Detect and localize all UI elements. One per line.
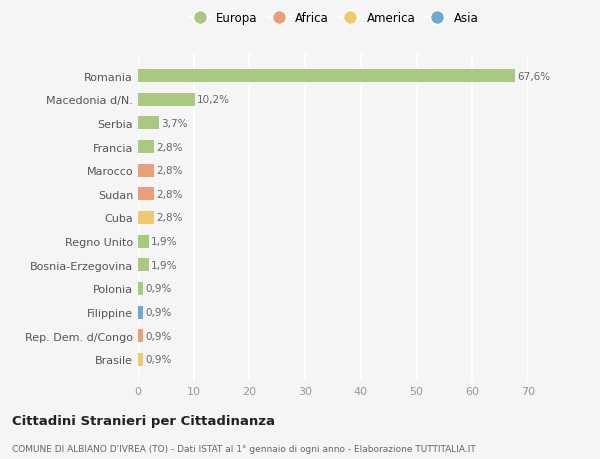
Bar bbox=[138, 212, 154, 224]
Text: 1,9%: 1,9% bbox=[151, 260, 178, 270]
Legend: Europa, Africa, America, Asia: Europa, Africa, America, Asia bbox=[184, 9, 482, 29]
Bar bbox=[138, 259, 149, 272]
Text: 67,6%: 67,6% bbox=[517, 72, 550, 81]
Text: Cittadini Stranieri per Cittadinanza: Cittadini Stranieri per Cittadinanza bbox=[12, 414, 275, 428]
Text: 2,8%: 2,8% bbox=[156, 142, 182, 152]
Text: 0,9%: 0,9% bbox=[145, 308, 172, 318]
Text: 1,9%: 1,9% bbox=[151, 237, 178, 246]
Bar bbox=[138, 282, 143, 295]
Text: 3,7%: 3,7% bbox=[161, 118, 187, 129]
Bar bbox=[138, 94, 195, 106]
Bar bbox=[138, 141, 154, 154]
Text: 0,9%: 0,9% bbox=[145, 355, 172, 364]
Bar bbox=[138, 188, 154, 201]
Text: COMUNE DI ALBIANO D'IVREA (TO) - Dati ISTAT al 1° gennaio di ogni anno - Elabora: COMUNE DI ALBIANO D'IVREA (TO) - Dati IS… bbox=[12, 444, 476, 453]
Bar bbox=[138, 70, 515, 83]
Bar bbox=[138, 330, 143, 342]
Text: 0,9%: 0,9% bbox=[145, 284, 172, 294]
Text: 2,8%: 2,8% bbox=[156, 190, 182, 199]
Text: 2,8%: 2,8% bbox=[156, 166, 182, 176]
Bar bbox=[138, 353, 143, 366]
Bar bbox=[138, 306, 143, 319]
Text: 0,9%: 0,9% bbox=[145, 331, 172, 341]
Text: 2,8%: 2,8% bbox=[156, 213, 182, 223]
Text: 10,2%: 10,2% bbox=[197, 95, 230, 105]
Bar bbox=[138, 164, 154, 177]
Bar bbox=[138, 117, 158, 130]
Bar bbox=[138, 235, 149, 248]
